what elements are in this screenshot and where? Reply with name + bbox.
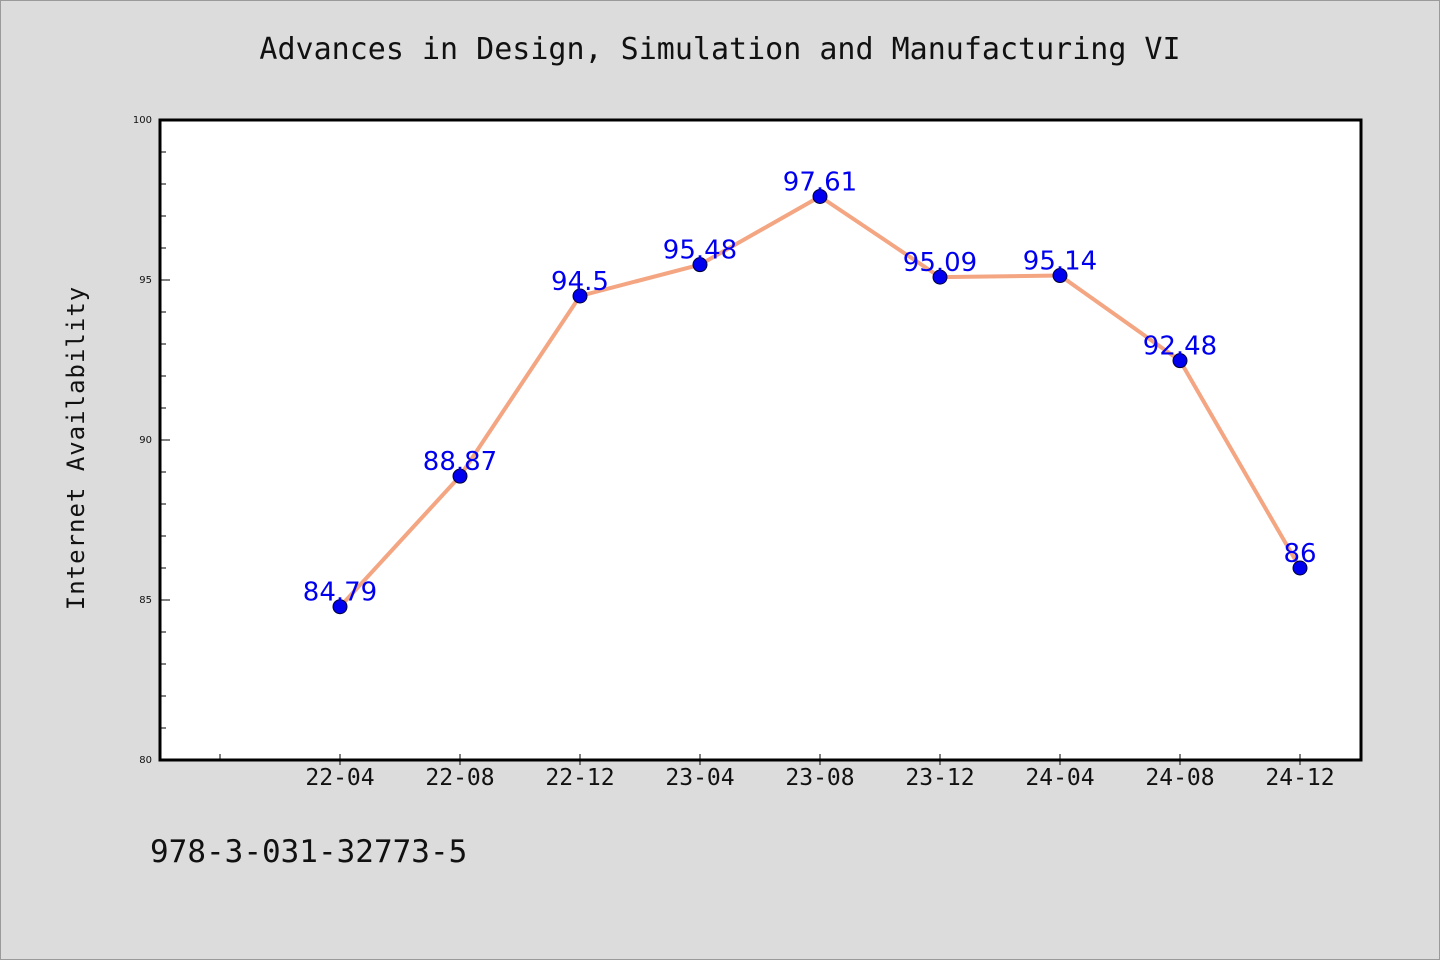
- data-point: [1172, 353, 1188, 369]
- x-tick-label: 22-08: [425, 765, 494, 791]
- y-tick-label: 90: [139, 435, 152, 446]
- x-tick-label: 24-04: [1025, 765, 1094, 791]
- isbn-text: 978-3-031-32773-5: [150, 834, 468, 870]
- x-tick-label: 22-04: [305, 765, 374, 791]
- data-point: [692, 257, 708, 273]
- x-tick-label: 23-04: [665, 765, 734, 791]
- x-tick-label: 24-12: [1265, 765, 1334, 791]
- data-point: [932, 269, 948, 285]
- data-label: 95.48: [663, 236, 737, 266]
- data-point: [1052, 268, 1068, 284]
- y-tick-label: 95: [139, 275, 152, 286]
- data-point: [1292, 560, 1308, 576]
- data-label: 88.87: [423, 447, 497, 477]
- data-point: [452, 468, 468, 484]
- x-tick-label: 23-08: [785, 765, 854, 791]
- y-tick-label: 80: [139, 755, 152, 766]
- y-tick-label: 85: [139, 595, 152, 606]
- data-label: 95.14: [1023, 247, 1097, 277]
- data-point: [572, 288, 588, 304]
- plot-area: [160, 120, 1361, 760]
- x-tick-label: 24-08: [1145, 765, 1214, 791]
- data-label: 95.09: [903, 248, 977, 278]
- y-tick-label: 100: [133, 115, 152, 126]
- data-label: 86: [1283, 539, 1316, 569]
- data-label: 84.79: [303, 578, 377, 608]
- data-label: 97.61: [783, 167, 857, 197]
- data-point: [332, 599, 348, 615]
- data-point: [812, 188, 828, 204]
- x-tick-label: 22-12: [545, 765, 614, 791]
- x-tick-label: 23-12: [905, 765, 974, 791]
- data-label: 94.5: [551, 267, 609, 297]
- chart-title: Advances in Design, Simulation and Manuf…: [259, 32, 1181, 67]
- plot-border: [158, 118, 1363, 762]
- data-label: 92.48: [1143, 332, 1217, 362]
